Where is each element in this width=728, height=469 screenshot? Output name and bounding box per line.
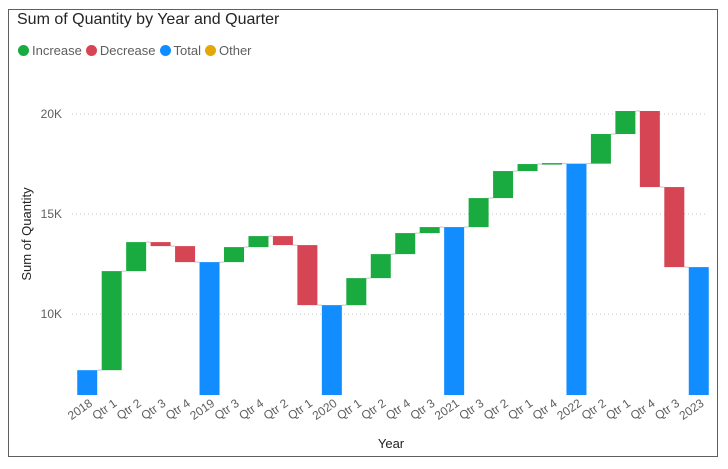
y-tick-label: 15K	[41, 207, 62, 221]
legend-item-decrease[interactable]: Decrease	[85, 43, 156, 58]
bar-increase[interactable]	[346, 278, 367, 306]
bar-increase[interactable]	[517, 164, 538, 172]
bar-increase[interactable]	[395, 233, 416, 255]
bar-increase[interactable]	[419, 227, 440, 234]
legend-dot-other	[204, 45, 216, 56]
legend-dot-decrease	[85, 45, 97, 56]
chart-title: Sum of Quantity by Year and Quarter	[17, 11, 280, 28]
bar-total[interactable]	[444, 227, 465, 395]
legend-item-other[interactable]: Other	[204, 43, 252, 58]
bar-increase[interactable]	[248, 236, 269, 248]
y-axis-ticks: 10K 15K 20K	[41, 107, 62, 321]
y-axis-title: Sum of Quantity	[19, 187, 34, 281]
y-tick-label: 10K	[41, 307, 62, 321]
bar-increase[interactable]	[468, 198, 489, 228]
bar-decrease[interactable]	[175, 246, 196, 263]
bar-decrease[interactable]	[664, 187, 685, 268]
bar-increase[interactable]	[590, 134, 611, 164]
chart-frame	[8, 9, 718, 457]
legend-label-decrease: Decrease	[99, 43, 156, 58]
legend-label-other: Other	[218, 43, 252, 58]
bar-decrease[interactable]	[150, 242, 171, 247]
bar-total[interactable]	[321, 305, 342, 395]
bar-increase[interactable]	[542, 163, 562, 165]
legend-dot-increase	[18, 45, 29, 56]
bar-decrease[interactable]	[297, 245, 318, 306]
gridlines	[72, 113, 708, 315]
legend-item-total[interactable]: Total	[159, 43, 201, 58]
bar-connectors	[97, 110, 689, 371]
bar-increase[interactable]	[615, 111, 636, 135]
bar-increase[interactable]	[126, 242, 147, 272]
legend-label-increase: Increase	[32, 43, 82, 58]
bar-total[interactable]	[199, 262, 220, 395]
bar-increase[interactable]	[370, 254, 391, 279]
x-axis-title: Year	[378, 436, 405, 451]
y-tick-label: 20K	[41, 107, 62, 121]
x-tick-label: 2023	[677, 396, 707, 423]
bar-decrease[interactable]	[639, 111, 660, 188]
bar-increase[interactable]	[493, 171, 514, 199]
bar-total[interactable]	[77, 370, 98, 395]
bar-increase[interactable]	[101, 271, 122, 371]
bar-decrease[interactable]	[272, 236, 293, 246]
legend: Increase Decrease Total Other	[18, 43, 256, 58]
legend-item-increase[interactable]: Increase	[18, 43, 82, 58]
legend-label-total: Total	[173, 43, 201, 58]
bar-total[interactable]	[566, 163, 587, 395]
legend-dot-total	[159, 45, 171, 56]
bar-total[interactable]	[688, 267, 709, 395]
bar-increase[interactable]	[224, 247, 244, 263]
bars	[77, 111, 709, 395]
